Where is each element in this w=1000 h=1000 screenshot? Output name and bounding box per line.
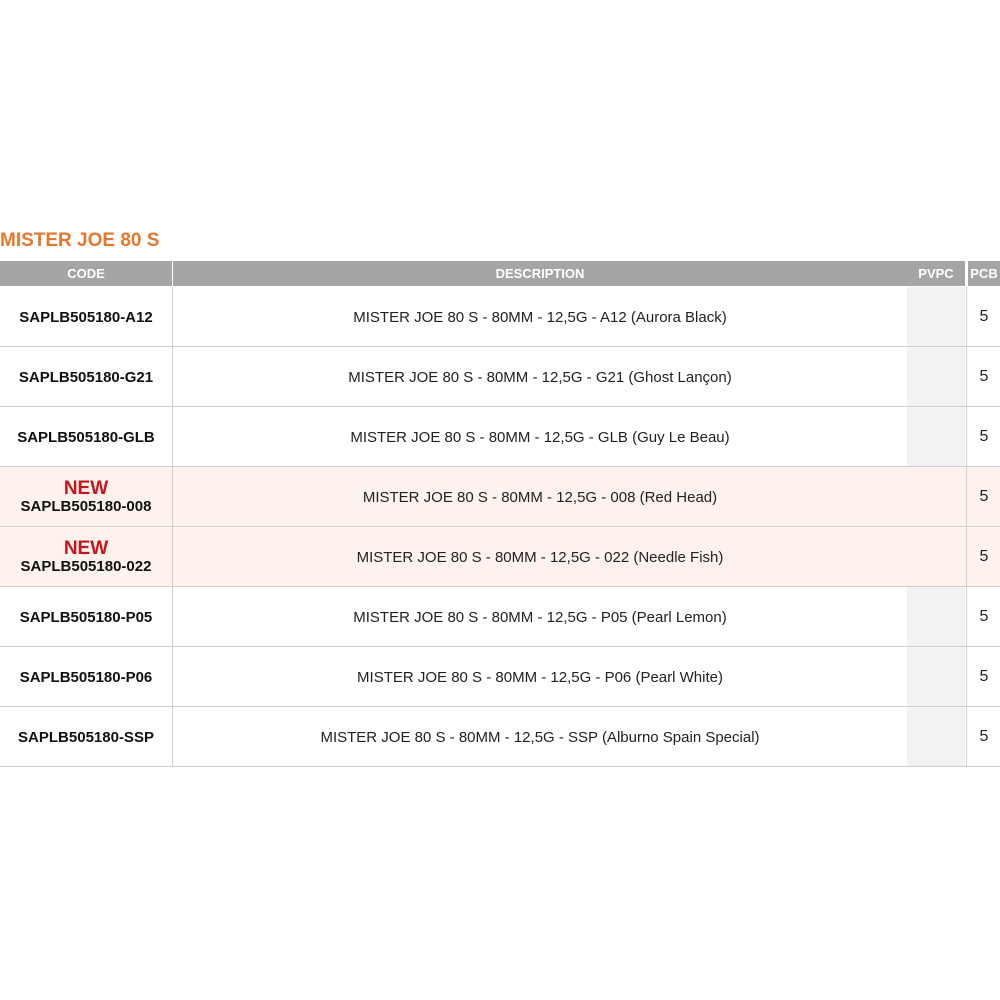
code: SAPLB505180-P05 xyxy=(19,608,153,626)
code: SAPLB505180-G21 xyxy=(18,368,154,386)
description: MISTER JOE 80 S - 80MM - 12,5G - P06 (Pe… xyxy=(173,647,907,707)
header-cell: PCB xyxy=(968,261,1000,286)
code-cell: SAPLB505180-GLB xyxy=(0,407,172,467)
description: MISTER JOE 80 S - 80MM - 12,5G - P05 (Pe… xyxy=(173,587,907,647)
pvpc-cell xyxy=(907,347,965,407)
pvpc-cell xyxy=(907,407,965,467)
code: SAPLB505180-GLB xyxy=(17,428,155,446)
description: MISTER JOE 80 S - 80MM - 12,5G - G21 (Gh… xyxy=(173,347,907,407)
pcb: 5 xyxy=(979,608,989,625)
code-cell: NEW SAPLB505180-022 xyxy=(0,527,172,587)
row-border xyxy=(0,706,1000,707)
pcb: 5 xyxy=(979,548,989,565)
pcb: 5 xyxy=(979,308,989,325)
pcb: 5 xyxy=(979,428,989,445)
column-border xyxy=(172,287,173,767)
code-cell: NEW SAPLB505180-008 xyxy=(0,467,172,527)
pvpc-cell xyxy=(907,587,965,647)
pcb: 5 xyxy=(979,368,989,385)
title: MISTER JOE 80 S xyxy=(0,230,160,251)
description-text: MISTER JOE 80 S - 80MM - 12,5G - 008 (Re… xyxy=(362,488,718,506)
description: MISTER JOE 80 S - 80MM - 12,5G - 008 (Re… xyxy=(173,467,907,527)
header-cell: CODE xyxy=(0,261,172,286)
pcb: 5 xyxy=(979,488,989,505)
pvpc-cell xyxy=(907,287,965,347)
column-border xyxy=(966,287,967,767)
row-border xyxy=(0,586,1000,587)
description-text: MISTER JOE 80 S - 80MM - 12,5G - SSP (Al… xyxy=(320,728,760,746)
description-text: MISTER JOE 80 S - 80MM - 12,5G - P06 (Pe… xyxy=(357,668,723,686)
row-border xyxy=(0,346,1000,347)
description-text: MISTER JOE 80 S - 80MM - 12,5G - G21 (Gh… xyxy=(348,368,732,386)
code-cell: SAPLB505180-G21 xyxy=(0,347,172,407)
row-border xyxy=(0,526,1000,527)
pvpc-cell xyxy=(907,647,965,707)
row-border xyxy=(0,766,1000,767)
code: SAPLB505180-P06 xyxy=(19,668,153,686)
row-border xyxy=(0,466,1000,467)
code-cell: SAPLB505180-A12 xyxy=(0,287,172,347)
code-cell: SAPLB505180-P05 xyxy=(0,587,172,647)
description-text: MISTER JOE 80 S - 80MM - 12,5G - P05 (Pe… xyxy=(353,608,727,626)
code: SAPLB505180-SSP xyxy=(18,728,154,746)
pcb: 5 xyxy=(979,728,989,745)
pvpc-cell xyxy=(907,707,965,767)
code: SAPLB505180-022 xyxy=(20,558,152,575)
description-text: MISTER JOE 80 S - 80MM - 12,5G - 022 (Ne… xyxy=(356,548,724,566)
code: SAPLB505180-008 xyxy=(20,498,152,515)
header-cell: PVPC xyxy=(907,261,965,286)
code-cell: SAPLB505180-SSP xyxy=(0,707,172,767)
description: MISTER JOE 80 S - 80MM - 12,5G - A12 (Au… xyxy=(173,287,907,347)
new-badge: NEW xyxy=(63,478,109,499)
code-cell: SAPLB505180-P06 xyxy=(0,647,172,707)
description: MISTER JOE 80 S - 80MM - 12,5G - SSP (Al… xyxy=(173,707,907,767)
code: SAPLB505180-A12 xyxy=(19,308,153,326)
description: MISTER JOE 80 S - 80MM - 12,5G - GLB (Gu… xyxy=(173,407,907,467)
description-text: MISTER JOE 80 S - 80MM - 12,5G - GLB (Gu… xyxy=(350,428,730,446)
row-highlight xyxy=(0,467,1000,527)
row-border xyxy=(0,406,1000,407)
row-border xyxy=(0,646,1000,647)
header-cell: DESCRIPTION xyxy=(173,261,907,286)
pcb: 5 xyxy=(979,668,989,685)
description: MISTER JOE 80 S - 80MM - 12,5G - 022 (Ne… xyxy=(173,527,907,587)
new-badge: NEW xyxy=(63,538,109,559)
row-highlight xyxy=(0,527,1000,587)
description-text: MISTER JOE 80 S - 80MM - 12,5G - A12 (Au… xyxy=(353,308,727,326)
